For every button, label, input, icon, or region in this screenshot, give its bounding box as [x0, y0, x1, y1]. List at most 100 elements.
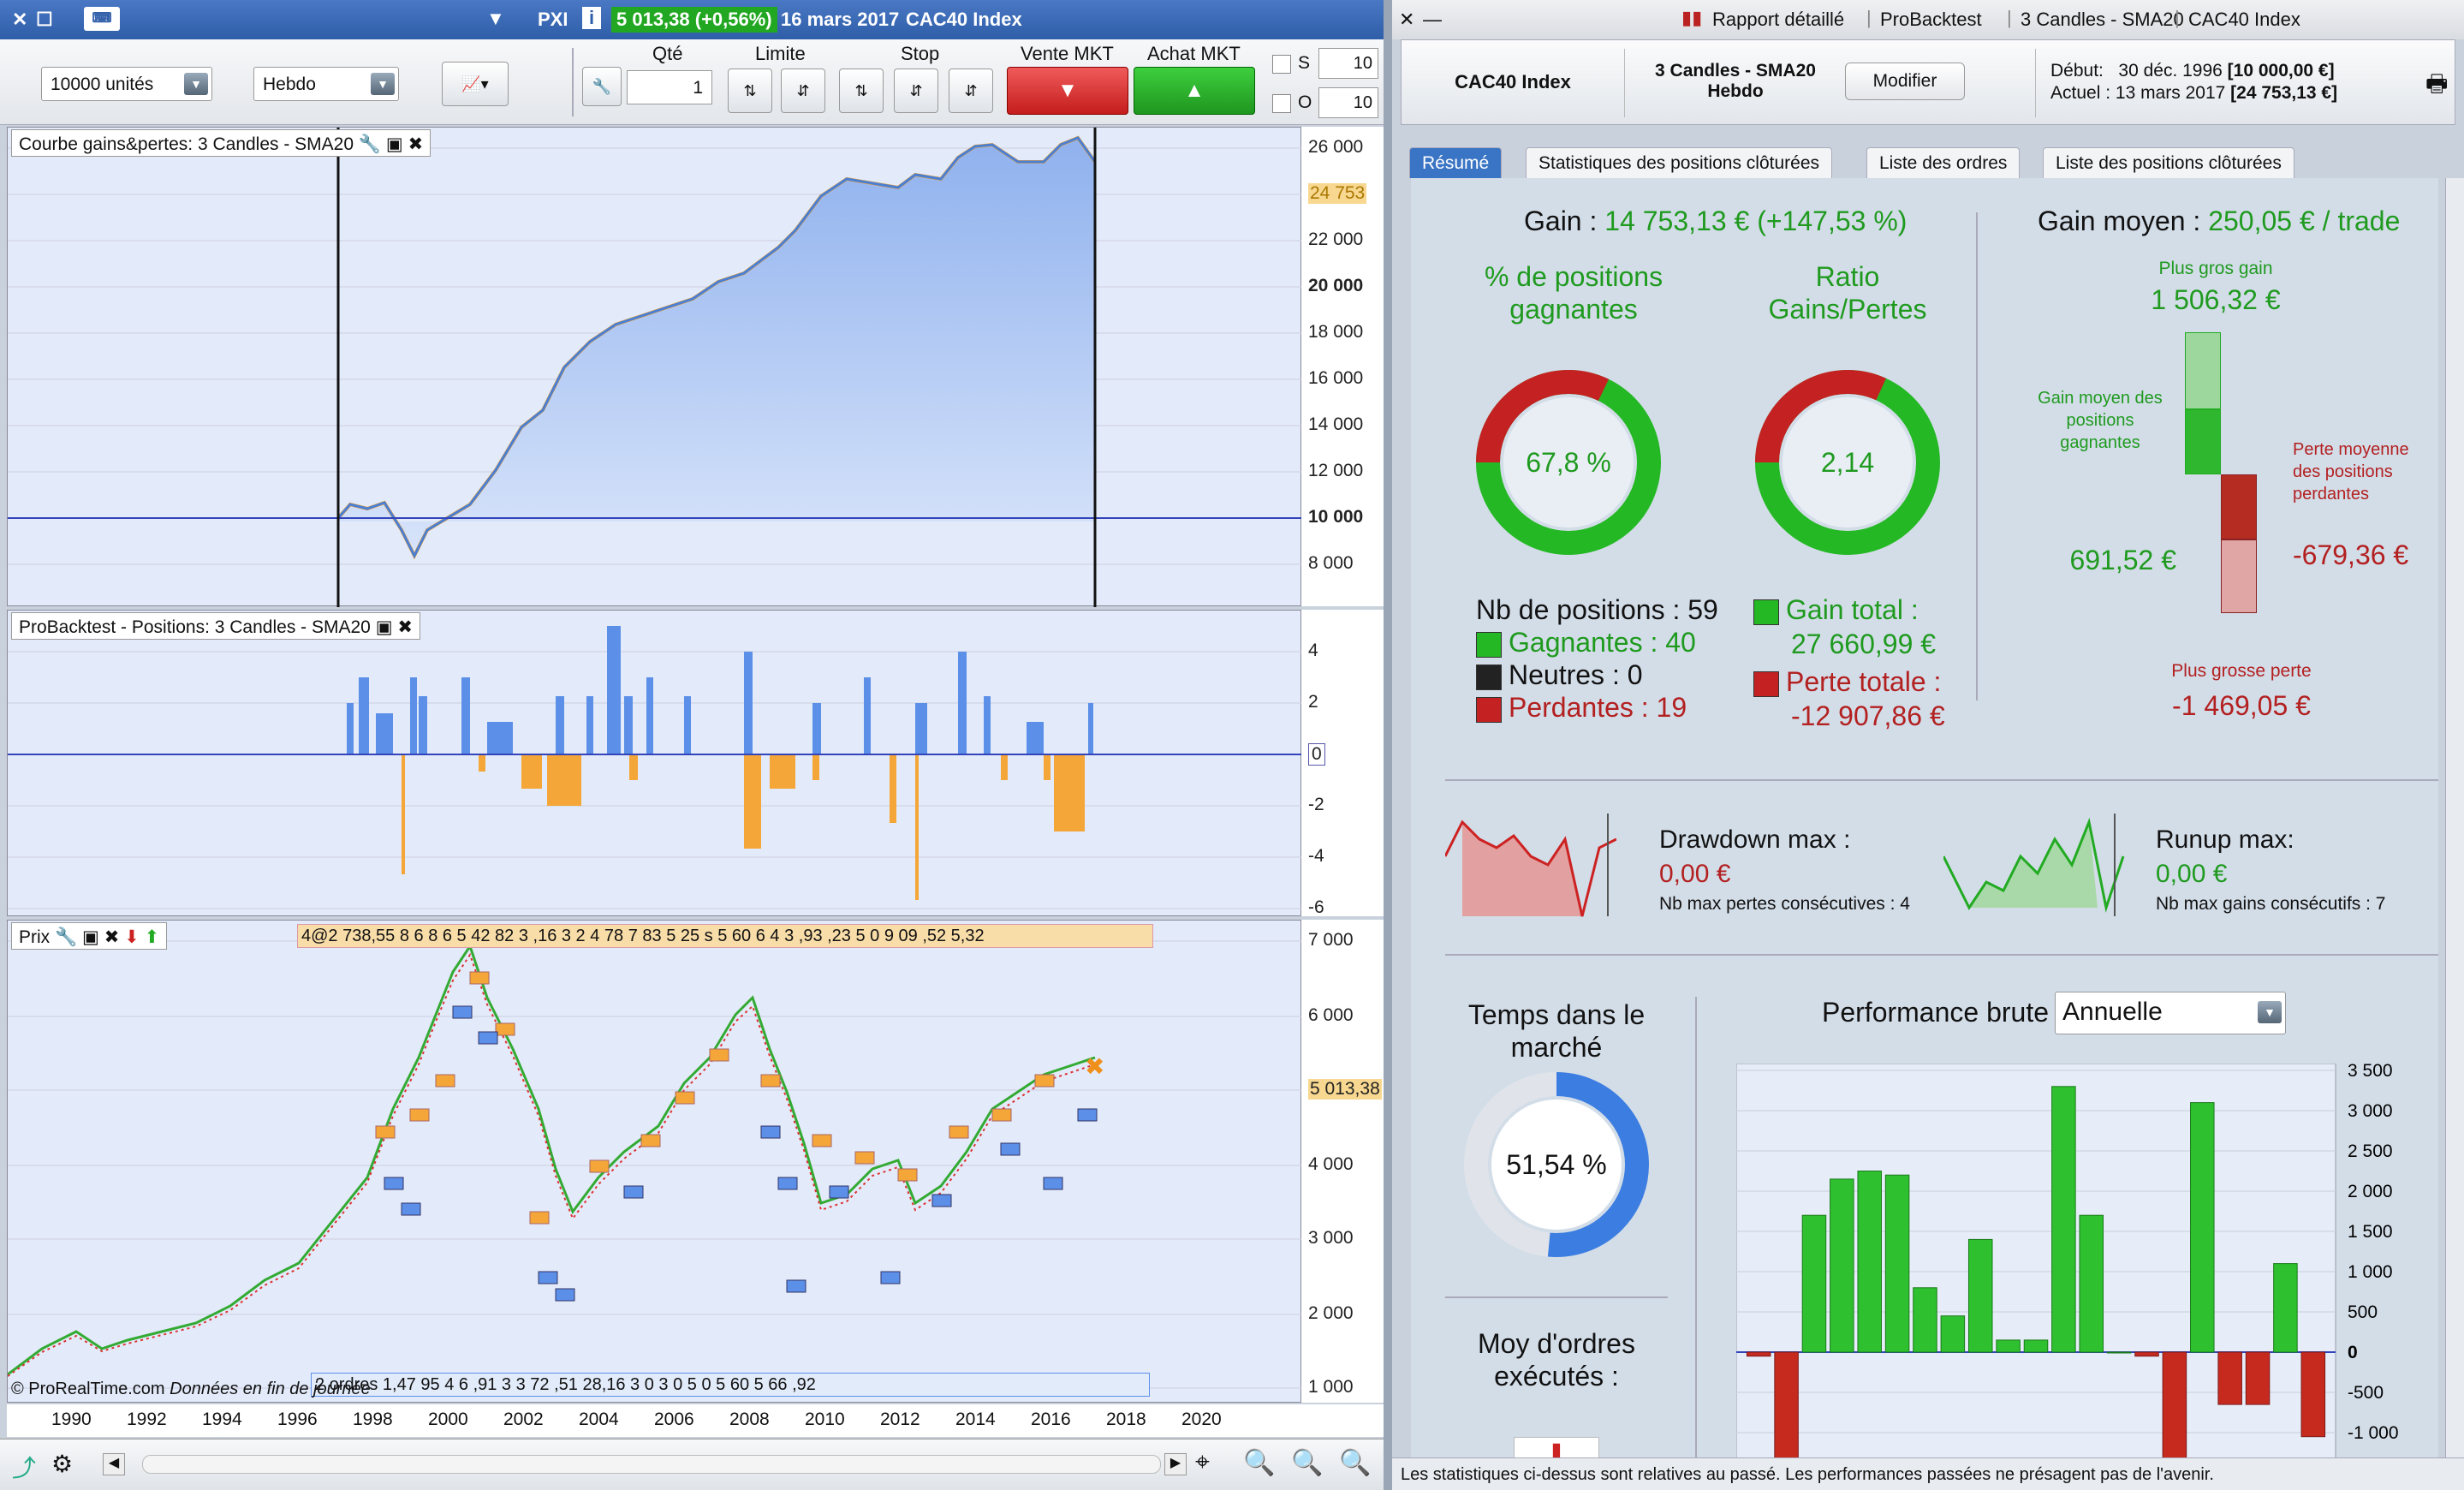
info-icon[interactable]: i [582, 7, 601, 29]
wrench-icon[interactable]: 🔧 [582, 67, 622, 106]
symbol[interactable]: PXI [538, 9, 568, 30]
year-tick: 2018 [1106, 1410, 1146, 1429]
year-tick: 2010 [805, 1410, 845, 1429]
window-icon[interactable]: ▣ [375, 617, 393, 637]
s-checkbox[interactable] [1272, 55, 1291, 74]
stop-order-icon[interactable]: ⇵ [949, 69, 993, 113]
equity-curve [8, 128, 1302, 607]
date: 16 mars 2017 [781, 9, 900, 30]
scroll-left-button[interactable]: ◀ [103, 1453, 125, 1475]
close-icon[interactable]: ✕ [1399, 9, 1415, 30]
avg-win-value: 691,52 € [2069, 545, 2176, 575]
stop-sell-icon[interactable]: ⇵ [894, 69, 938, 113]
qty-input[interactable]: 1 [627, 70, 712, 104]
close-icon[interactable]: ✖ [104, 927, 120, 947]
stop-buy-icon[interactable]: ⇅ [839, 69, 884, 113]
gain-line: Gain : 14 753,13 € (+147,53 %) [1524, 206, 1908, 236]
limit-buy-icon[interactable]: ⇅ [728, 69, 772, 113]
buy-icon[interactable]: ⬆ [144, 927, 160, 947]
biggest-gain-label: Plus gros gain [2158, 259, 2273, 278]
zoom-fit-icon[interactable]: 🔍 [1243, 1449, 1276, 1477]
price-tick: 7 000 [1308, 930, 1354, 950]
perf-mode-select[interactable]: Annuelle ▼ [2055, 992, 2286, 1034]
close-icon[interactable]: ✖ [397, 617, 413, 637]
year-tick: 1994 [202, 1410, 242, 1429]
ratio-value: 2,14 [1820, 447, 1875, 478]
units-select[interactable]: 10000 unités ▼ [41, 67, 212, 101]
equity-tick: 10 000 [1308, 507, 1364, 527]
orders-label: Moy d'ordres exécutés : [1478, 1328, 1635, 1392]
perf-tick: 3 000 [2348, 1101, 2393, 1121]
period-select[interactable]: Hebdo ▼ [253, 67, 399, 101]
minimize-icon[interactable]: — [1423, 9, 1442, 30]
tab-closed-stats[interactable]: Statistiques des positions clôturées [1526, 147, 1833, 178]
svg-text:✖: ✖ [1085, 1053, 1104, 1080]
perf-tick: 500 [2348, 1302, 2378, 1322]
cursor-tool-icon[interactable]: ⌖ [1195, 1448, 1210, 1476]
close-icon[interactable]: ✕ [12, 9, 28, 30]
modify-button[interactable]: Modifier [1845, 63, 1965, 100]
positions-tick: -4 [1308, 846, 1324, 866]
price-badge: 5 013,38 (+0,56%) [611, 7, 777, 33]
price-chart: ✖ [8, 940, 1302, 1389]
max-losses: Nb max pertes consécutives : 4 [1659, 894, 1910, 914]
limit-sell-icon[interactable]: ⇵ [781, 69, 825, 113]
positions-tick: 2 [1308, 692, 1318, 712]
biggest-loss-value: -1 469,05 € [2172, 690, 2311, 721]
scroll-right-button[interactable]: ▶ [1164, 1453, 1187, 1475]
o-checkbox[interactable] [1272, 94, 1291, 113]
price-top-strip: 4@2 738,55 8 6 8 6 5 42 82 3 ,16 3 2 4 7… [297, 924, 1153, 948]
equity-tick: 14 000 [1308, 414, 1364, 434]
ratio-donut [1755, 370, 1940, 555]
wrench-icon[interactable]: 🔧 [55, 927, 78, 947]
zoom-in-icon[interactable]: 🔍 [1339, 1449, 1372, 1477]
status-bar: Les statistiques ci-dessus sont relative… [1392, 1457, 2464, 1490]
year-tick: 1992 [127, 1410, 167, 1429]
equity-last: 24 753 [1308, 183, 1367, 204]
biggest-gain-value: 1 506,32 € [2151, 284, 2281, 315]
ratio-title: Ratio Gains/Pertes [1768, 261, 1927, 325]
o-input[interactable]: 10 [1318, 87, 1378, 118]
tab-summary[interactable]: Résumé [1409, 147, 1503, 178]
runup-icon [1943, 814, 2125, 916]
tab-closed-positions[interactable]: Liste des positions clôturées [2043, 147, 2294, 178]
vertical-scrollbar[interactable] [2445, 178, 2464, 1480]
dropdown-icon[interactable]: ▼ [486, 8, 505, 29]
equity-tick: 16 000 [1308, 368, 1364, 388]
window-icon[interactable]: ▣ [82, 927, 99, 947]
year-tick: 2002 [503, 1410, 544, 1429]
zoom-out-icon[interactable]: 🔍 [1291, 1449, 1324, 1477]
watermark: © ProRealTime.com Données en fin de jour… [11, 1380, 371, 1398]
keyboard-icon[interactable]: ⌨ [84, 7, 120, 31]
avg-gain-line: Gain moyen : 250,05 € / trade [2038, 206, 2401, 236]
price-tick: 1 000 [1308, 1377, 1354, 1397]
biggest-gain-bar [2185, 332, 2221, 409]
s-input[interactable]: 10 [1318, 48, 1378, 79]
positions-title: ProBacktest - Positions: 3 Candles - SMA… [11, 612, 420, 640]
print-icon[interactable]: 🖶 [2425, 70, 2449, 97]
candles-icon: ▮▮ [1681, 7, 1703, 28]
horizontal-scrollbar[interactable] [142, 1455, 1161, 1474]
splitter[interactable] [1384, 0, 1392, 1490]
window-icon[interactable]: ▣ [385, 134, 403, 154]
indicator-icon[interactable]: 📈▾ [442, 62, 509, 106]
time-value: 51,54 % [1506, 1149, 1607, 1180]
buy-market-button[interactable]: ▲ [1134, 67, 1255, 115]
price-tick: 6 000 [1308, 1005, 1354, 1025]
biggest-loss-label: Plus grosse perte [2171, 661, 2312, 681]
limit-label: Limite [755, 43, 806, 64]
close-icon[interactable]: ✖ [408, 134, 424, 154]
settings-icon[interactable]: ⚙ [51, 1451, 74, 1477]
pct-win-donut [1476, 370, 1661, 555]
perf-tick: 2 500 [2348, 1141, 2393, 1161]
perf-bar [2162, 1351, 2187, 1474]
sell-icon[interactable]: ⬇ [124, 927, 140, 947]
tab-orders[interactable]: Liste des ordres [1866, 147, 2021, 178]
year-tick: 1996 [277, 1410, 318, 1429]
maximize-icon[interactable]: ☐ [36, 9, 53, 30]
trend-icon[interactable]: ⤴ [12, 1455, 37, 1481]
sell-market-button[interactable]: ▼ [1007, 67, 1128, 115]
equity-title: Courbe gains&pertes: 3 Candles - SMA20 🔧… [11, 129, 431, 157]
wrench-icon[interactable]: 🔧 [358, 134, 382, 154]
max-gains: Nb max gains consécutifs : 7 [2156, 894, 2386, 914]
